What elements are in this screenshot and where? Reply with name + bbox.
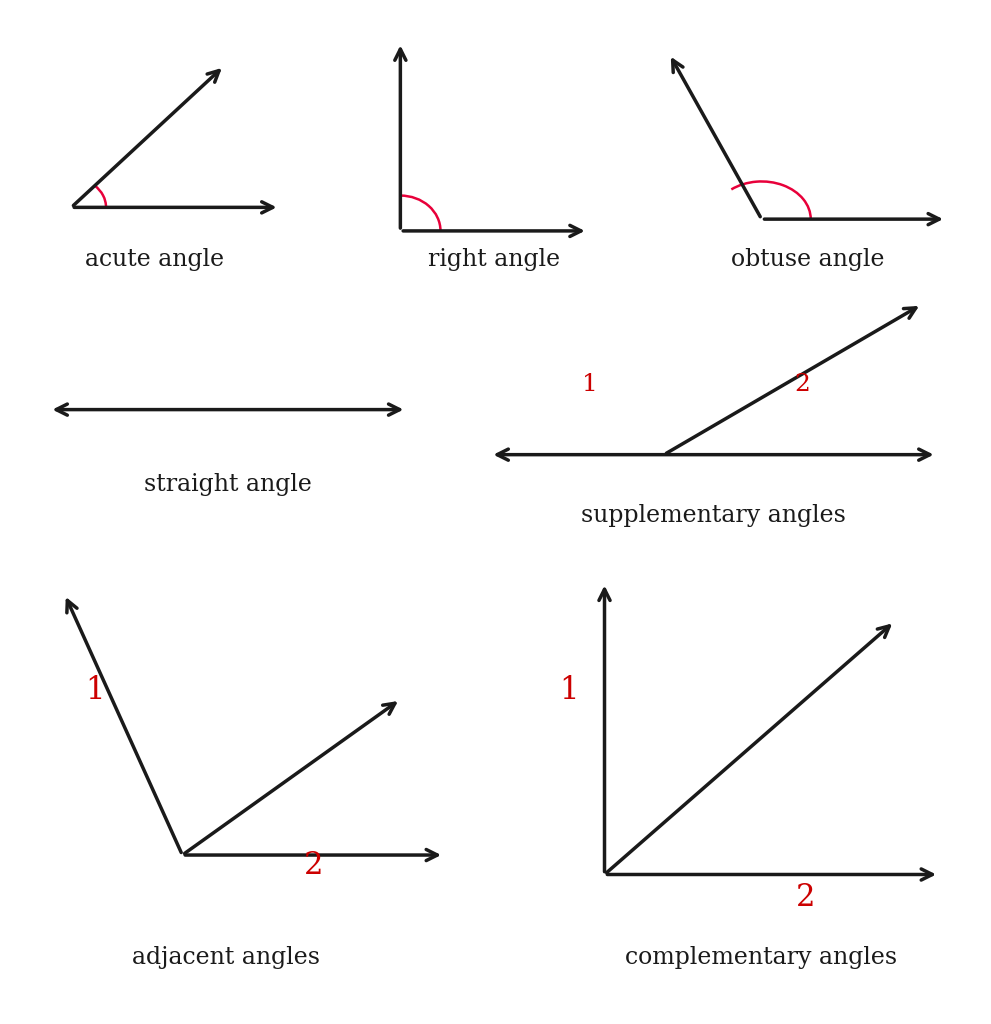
Text: acute angle: acute angle (85, 248, 224, 271)
Text: complementary angles: complementary angles (624, 946, 897, 969)
Text: 1: 1 (559, 676, 579, 707)
Text: right angle: right angle (428, 248, 560, 271)
Text: 2: 2 (795, 373, 811, 396)
Text: adjacent angles: adjacent angles (132, 946, 320, 969)
Text: supplementary angles: supplementary angles (581, 504, 846, 527)
Text: 1: 1 (582, 373, 598, 396)
Text: 2: 2 (796, 882, 815, 912)
Text: 1: 1 (85, 676, 105, 707)
Text: 2: 2 (303, 851, 323, 882)
Text: obtuse angle: obtuse angle (731, 248, 884, 271)
Text: straight angle: straight angle (144, 473, 312, 496)
